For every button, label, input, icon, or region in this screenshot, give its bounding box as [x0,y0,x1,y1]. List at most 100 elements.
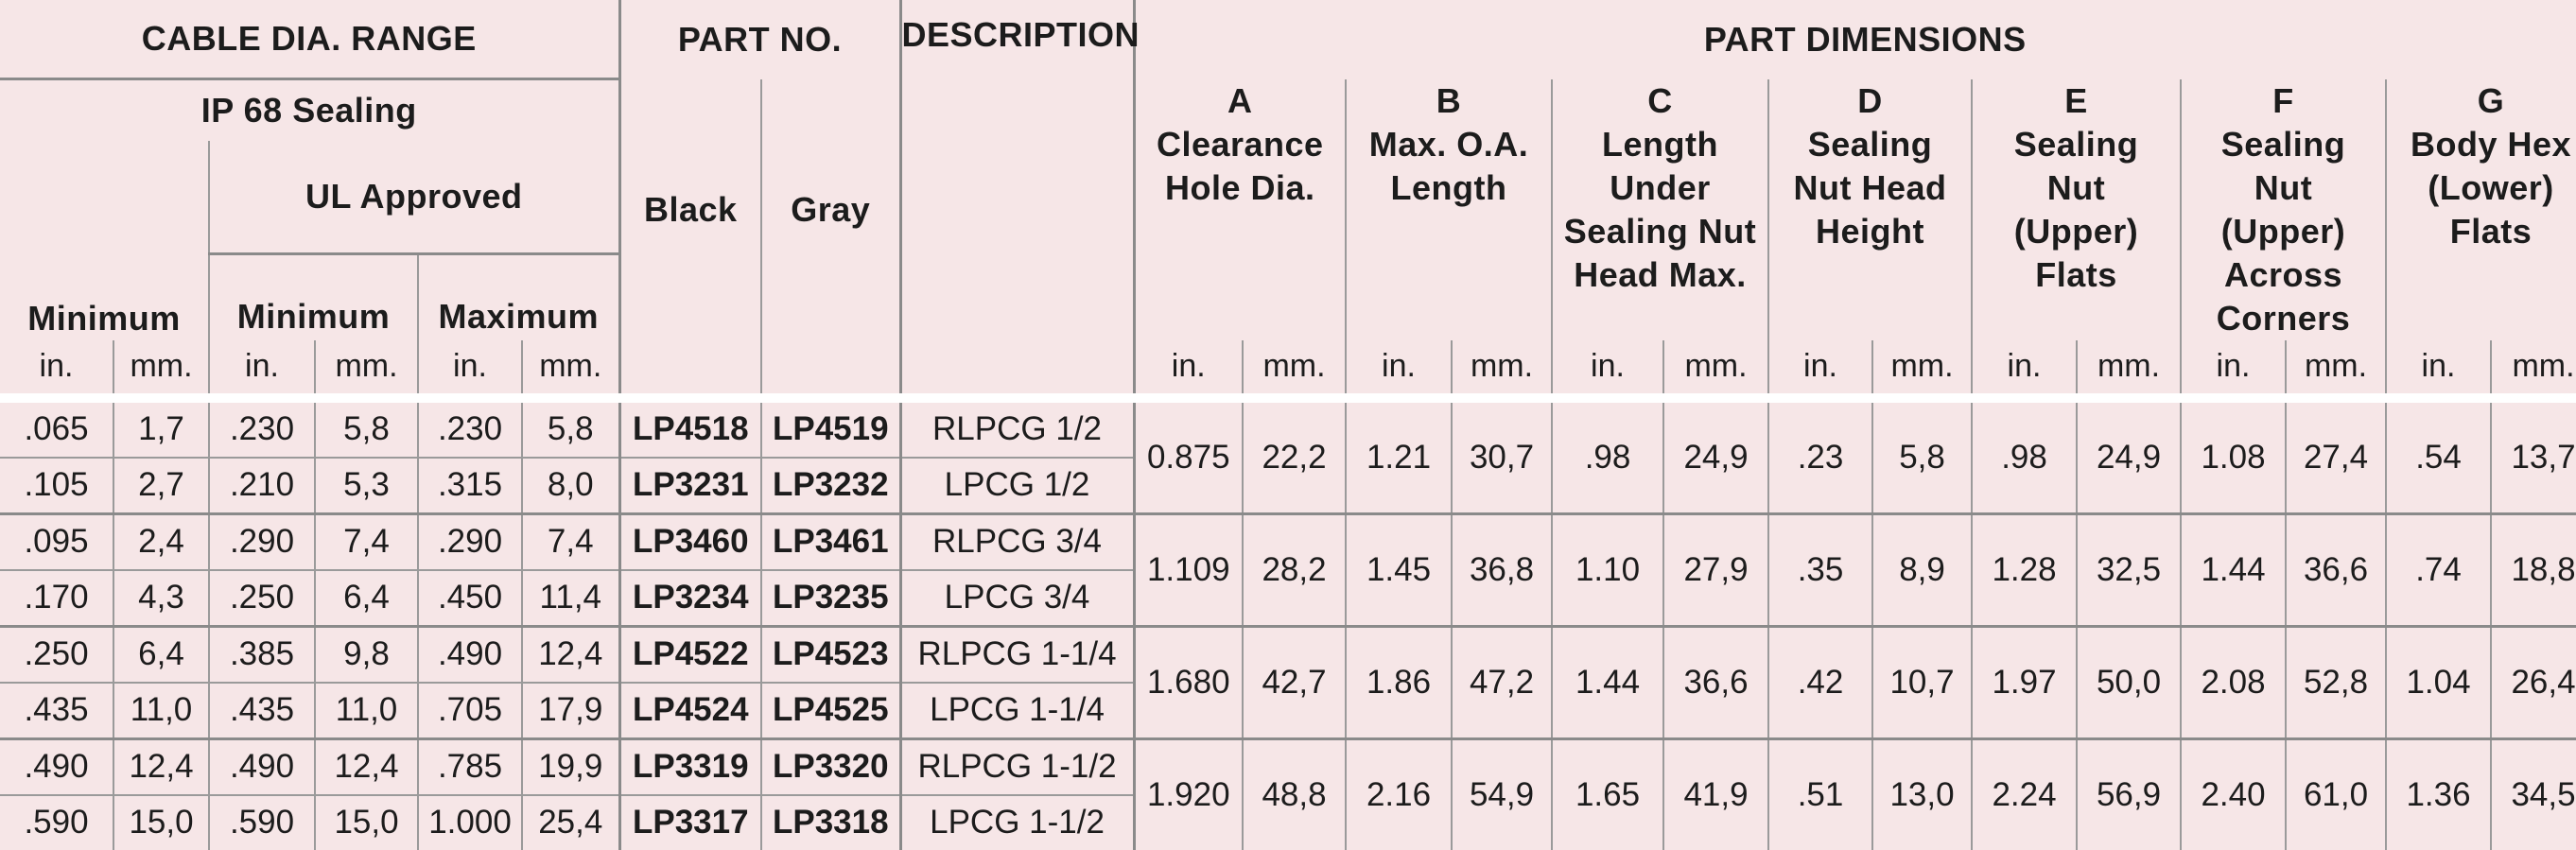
dim-c-in-cell: .98 [1552,402,1665,515]
ul-min-in-cell: .385 [209,626,316,684]
dim-g-in-cell: 1.36 [2386,738,2493,850]
dim-a-name: Clearance Hole Dia. [1156,124,1324,207]
part-no-black-cell: LP4522 [619,626,763,684]
dim-g-mm-cell: 18,8 [2491,513,2576,628]
dim-c-in-cell: 1.65 [1552,738,1665,850]
dim-c-mm-cell: 24,9 [1663,402,1770,515]
table-row: .250 6,4 .385 9,8 .490 12,4 LP4522 LP452… [0,626,2576,740]
unit-in: in. [1346,339,1453,393]
table-row: .095 2,4 .290 7,4 .290 7,4 LP3460 LP3461… [0,513,2576,628]
description-cell: RLPCG 1-1/2 [900,738,1136,796]
dim-g-mm-cell: 26,4 [2491,626,2576,740]
ul-min-in-cell: .490 [209,738,316,796]
part-no-gray-cell: LP4525 [761,682,902,740]
ul-min-in-cell: .230 [209,402,316,459]
dim-c-mm-cell: 27,9 [1663,513,1770,628]
ul-max-mm-cell: 25,4 [522,794,621,850]
dim-b-in-cell: 2.16 [1346,738,1453,850]
dim-g-in-cell: 1.04 [2386,626,2493,740]
dim-c-in-cell: 1.44 [1552,626,1665,740]
dim-f-letter: F [2272,80,2294,120]
table-row: .435 11,0 .435 11,0 .705 17,9 LP4524 LP4… [0,682,2576,740]
ul-min-mm-cell: 12,4 [315,738,419,796]
description-cell: LPCG 1-1/2 [900,794,1136,850]
dim-a-mm-cell: 28,2 [1243,513,1348,628]
part-no-gray-cell: LP4523 [761,626,902,684]
black-header: Black [619,78,763,340]
ul-max-in-cell: .315 [418,457,523,515]
ip-min-in-cell: .095 [0,513,114,571]
part-dimensions-header: PART DIMENSIONS [1134,0,2576,79]
unit-in: in. [209,339,316,393]
dim-d-name: Sealing Nut Head Height [1793,124,1947,251]
ul-min-in-cell: .590 [209,794,316,850]
dim-f-header: F Sealing Nut (Upper) Across Corners [2181,78,2388,340]
dim-a-letter: A [1227,80,1253,120]
ip-min-mm-cell: 15,0 [113,794,210,850]
dim-b-mm-cell: 30,7 [1452,402,1554,515]
spec-table-body: .065 1,7 .230 5,8 .230 5,8 LP4518 LP4519… [0,402,2576,850]
ul-min-mm-cell: 5,3 [315,457,419,515]
dim-b-letter: B [1436,80,1462,120]
ul-max-in-cell: .230 [418,402,523,459]
dim-a-mm-cell: 22,2 [1243,402,1348,515]
dim-f-in-cell: 1.08 [2181,402,2288,515]
description-header: DESCRIPTION [900,0,1140,393]
ul-max-mm-cell: 17,9 [522,682,621,740]
unit-mm: mm. [2077,339,2183,393]
part-no-black-cell: LP3234 [619,569,763,628]
dim-d-in-cell: .42 [1768,626,1874,740]
dim-a-mm-cell: 48,8 [1243,738,1348,850]
ul-max-in-cell: .490 [418,626,523,684]
dim-f-in-cell: 1.44 [2181,513,2288,628]
dim-d-in-cell: .23 [1768,402,1874,515]
part-no-gray-cell: LP4519 [761,402,902,459]
unit-mm: mm. [1872,339,1974,393]
ul-header: UL Approved [209,141,621,255]
ul-min-in-cell: .250 [209,569,316,628]
ul-max-mm-cell: 11,4 [522,569,621,628]
ul-min-in-cell: .210 [209,457,316,515]
dim-d-in-cell: .35 [1768,513,1874,628]
ul-min-mm-cell: 7,4 [315,513,419,571]
ul-min-in-cell: .435 [209,682,316,740]
dim-f-mm-cell: 61,0 [2286,738,2388,850]
dim-b-mm-cell: 54,9 [1452,738,1554,850]
unit-mm: mm. [1452,339,1554,393]
ul-max-in-cell: 1.000 [418,794,523,850]
part-no-gray-cell: LP3320 [761,738,902,796]
ul-minimum-header: Minimum [209,253,419,340]
ul-max-mm-cell: 19,9 [522,738,621,796]
unit-in: in. [0,339,114,393]
table-row: .065 1,7 .230 5,8 .230 5,8 LP4518 LP4519… [0,402,2576,515]
header-separator [0,392,2576,403]
dim-e-in-cell: 1.28 [1972,513,2079,628]
dim-c-mm-cell: 41,9 [1663,738,1770,850]
dim-a-in-cell: 1.680 [1134,626,1244,740]
unit-mm: mm. [1663,339,1770,393]
table-row: .170 4,3 .250 6,4 .450 11,4 LP3234 LP323… [0,569,2576,628]
dim-b-mm-cell: 47,2 [1452,626,1554,740]
part-no-black-cell: LP3317 [619,794,763,850]
dim-f-in-cell: 2.08 [2181,626,2288,740]
dim-b-in-cell: 1.21 [1346,402,1453,515]
ul-max-mm-cell: 8,0 [522,457,621,515]
black-units-blank [619,339,763,393]
ul-min-mm-cell: 9,8 [315,626,419,684]
dim-d-header: D Sealing Nut Head Height [1768,78,1974,340]
description-cell: RLPCG 1-1/4 [900,626,1136,684]
part-no-gray-cell: LP3235 [761,569,902,628]
ul-min-in-cell: .290 [209,513,316,571]
dim-a-mm-cell: 42,7 [1243,626,1348,740]
table-row: .105 2,7 .210 5,3 .315 8,0 LP3231 LP3232… [0,457,2576,515]
dim-g-letter: G [2477,80,2505,120]
dim-d-mm-cell: 8,9 [1872,513,1974,628]
dim-e-mm-cell: 24,9 [2077,402,2183,515]
gray-units-blank [761,339,902,393]
ul-maximum-header: Maximum [418,253,621,340]
ip-min-mm-cell: 1,7 [113,402,210,459]
dim-d-in-cell: .51 [1768,738,1874,850]
unit-in: in. [1972,339,2079,393]
ul-min-mm-cell: 5,8 [315,402,419,459]
